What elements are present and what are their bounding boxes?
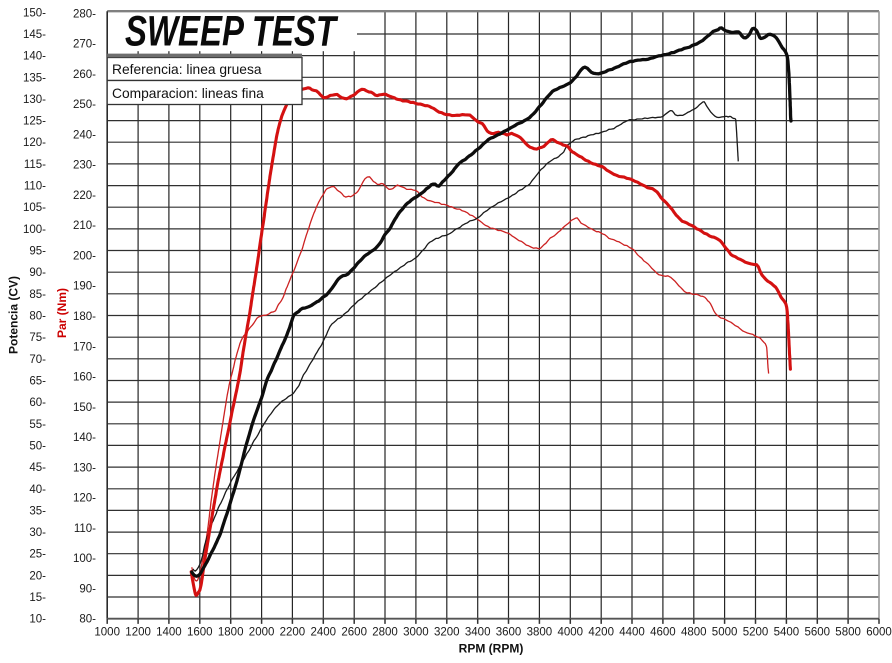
svg-text:35-: 35-: [29, 505, 46, 517]
svg-text:70-: 70-: [29, 354, 46, 366]
svg-text:65-: 65-: [29, 376, 46, 388]
svg-text:80-: 80-: [29, 311, 46, 323]
svg-text:130-: 130-: [73, 462, 96, 474]
svg-text:3000: 3000: [403, 627, 429, 639]
svg-text:55-: 55-: [29, 419, 46, 431]
svg-text:220-: 220-: [73, 190, 96, 202]
svg-text:130-: 130-: [23, 94, 46, 106]
svg-text:60-: 60-: [29, 397, 46, 409]
svg-text:2000: 2000: [249, 627, 275, 639]
svg-text:1200: 1200: [125, 627, 151, 639]
svg-text:100-: 100-: [73, 553, 96, 565]
svg-text:140-: 140-: [23, 51, 46, 63]
svg-text:110-: 110-: [74, 523, 96, 535]
svg-text:90-: 90-: [79, 583, 96, 595]
svg-text:180-: 180-: [73, 311, 96, 323]
svg-text:Potencia (CV): Potencia (CV): [7, 276, 21, 354]
svg-text:20-: 20-: [29, 570, 46, 582]
svg-text:135-: 135-: [23, 72, 46, 84]
svg-text:Referencia: linea gruesa: Referencia: linea gruesa: [112, 62, 262, 77]
svg-text:160-: 160-: [73, 372, 96, 384]
svg-text:120-: 120-: [73, 493, 96, 505]
svg-text:15-: 15-: [29, 592, 46, 604]
svg-text:5400: 5400: [774, 627, 800, 639]
svg-text:2400: 2400: [311, 627, 337, 639]
svg-text:250-: 250-: [73, 99, 96, 111]
svg-text:2800: 2800: [372, 627, 398, 639]
svg-text:2200: 2200: [280, 627, 306, 639]
svg-text:140-: 140-: [73, 432, 96, 444]
svg-text:75-: 75-: [29, 332, 46, 344]
svg-text:105-: 105-: [23, 202, 46, 214]
svg-text:3400: 3400: [465, 627, 491, 639]
svg-text:145-: 145-: [23, 29, 46, 41]
svg-text:170-: 170-: [73, 341, 96, 353]
svg-text:280-: 280-: [73, 8, 96, 20]
svg-text:240-: 240-: [73, 129, 96, 141]
svg-text:120-: 120-: [23, 137, 46, 149]
svg-text:10-: 10-: [29, 614, 46, 626]
svg-text:110-: 110-: [24, 181, 46, 193]
svg-text:1800: 1800: [218, 627, 244, 639]
svg-text:25-: 25-: [29, 549, 46, 561]
svg-text:4800: 4800: [681, 627, 707, 639]
svg-text:3800: 3800: [527, 627, 553, 639]
svg-text:5800: 5800: [835, 627, 861, 639]
svg-text:100-: 100-: [23, 224, 46, 236]
svg-text:210-: 210-: [73, 220, 96, 232]
svg-text:30-: 30-: [29, 527, 46, 539]
svg-text:4600: 4600: [650, 627, 676, 639]
svg-text:5600: 5600: [805, 627, 831, 639]
svg-text:150-: 150-: [73, 402, 96, 414]
svg-text:50-: 50-: [29, 440, 46, 452]
svg-text:270-: 270-: [73, 39, 96, 51]
svg-text:200-: 200-: [73, 251, 96, 263]
svg-text:SWEEP TEST: SWEEP TEST: [125, 8, 339, 56]
svg-text:1400: 1400: [156, 627, 182, 639]
svg-text:2600: 2600: [341, 627, 367, 639]
svg-text:1600: 1600: [187, 627, 213, 639]
svg-text:4400: 4400: [619, 627, 645, 639]
svg-text:5200: 5200: [743, 627, 769, 639]
svg-text:5000: 5000: [712, 627, 738, 639]
svg-text:40-: 40-: [29, 484, 46, 496]
svg-text:Comparacion: lineas fina: Comparacion: lineas fina: [112, 86, 264, 101]
svg-text:150-: 150-: [23, 7, 46, 19]
svg-text:90-: 90-: [29, 267, 46, 279]
svg-text:85-: 85-: [29, 289, 46, 301]
svg-text:45-: 45-: [29, 462, 46, 474]
svg-text:125-: 125-: [23, 116, 46, 128]
svg-text:4200: 4200: [588, 627, 614, 639]
svg-text:260-: 260-: [73, 69, 96, 81]
svg-text:Par (Nm): Par (Nm): [55, 288, 69, 338]
svg-text:3600: 3600: [496, 627, 522, 639]
svg-text:80-: 80-: [79, 614, 96, 626]
svg-text:230-: 230-: [73, 160, 96, 172]
svg-text:6000: 6000: [866, 627, 892, 639]
svg-text:RPM (RPM): RPM (RPM): [459, 642, 524, 656]
svg-text:190-: 190-: [73, 281, 96, 293]
svg-text:1000: 1000: [94, 627, 120, 639]
svg-text:4000: 4000: [558, 627, 584, 639]
svg-text:95-: 95-: [29, 246, 46, 258]
svg-text:3200: 3200: [434, 627, 460, 639]
svg-text:115-: 115-: [24, 159, 46, 171]
